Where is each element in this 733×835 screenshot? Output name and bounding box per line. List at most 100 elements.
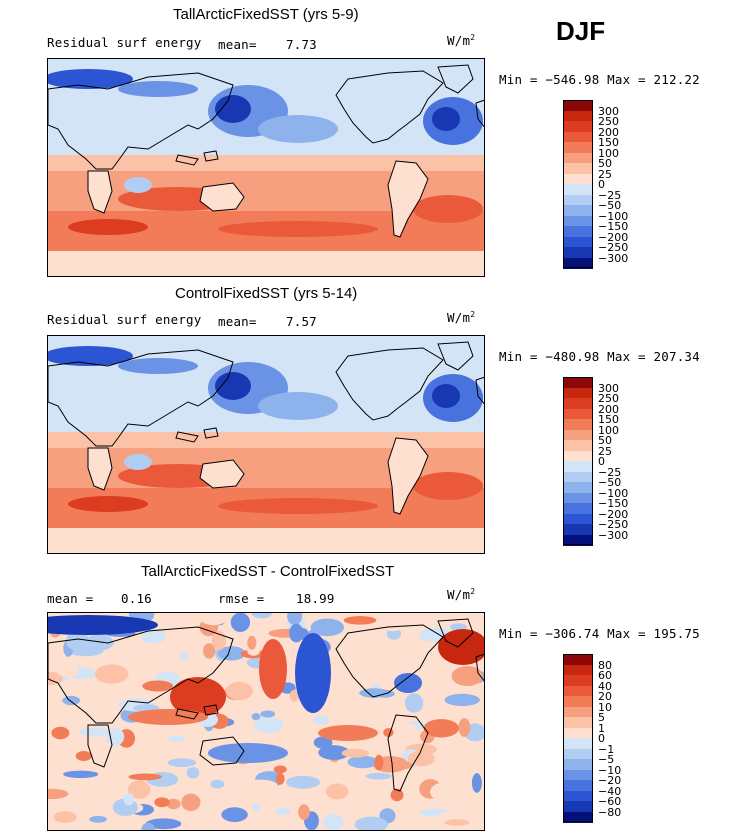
colorbar-tick-label: −200 [598,507,629,521]
antarctic-band [48,528,484,553]
colorbar-tick-label: −100 [598,486,629,500]
diff-speckle [289,689,300,702]
diff-speckle [181,816,212,830]
colorbar-swatch [563,513,593,525]
colorbar-swatch [563,194,593,206]
n-pacific-low [258,115,338,143]
coastline [475,376,484,405]
diff-speckle [217,646,246,661]
colorbar-swatch [563,236,593,248]
diff-speckle [167,758,197,768]
diff-speckle [230,613,251,632]
colorbar-tick-label: 20 [598,690,612,703]
panel1-map [47,58,485,277]
panel1-units: W/m2 [447,33,476,49]
panel3-map [47,612,485,831]
diff-speckle [390,788,404,802]
panel2-subtitle: Residual surf energy [47,312,202,327]
diff-speckle [341,748,370,758]
colorbar-tick-label: 100 [598,146,619,160]
antarctic-band [48,251,484,276]
diff-speckle [253,717,284,734]
colorbar-tick-label: 25 [598,444,612,458]
diff-speckle [128,773,162,781]
diff-speckle [141,822,155,830]
colorbar-swatch [563,811,593,823]
diff-speckle [247,635,257,650]
equator-band [48,432,484,448]
colorbar-swatch [563,215,593,227]
diff-speckle [404,693,424,713]
colorbar-tick-label: 250 [598,115,619,128]
colorbar-swatch [563,142,593,154]
colorbar-tick-label: 200 [598,402,619,416]
colorbar-tick-label: −200 [598,230,629,244]
sh-agulhas-high [68,219,148,235]
coastline [203,704,219,716]
colorbar-swatch [563,780,593,792]
coastline [87,170,113,214]
colorbar-swatch [563,131,593,143]
coastline [437,618,474,648]
diff-speckle [310,618,344,637]
panel3-title: TallArcticFixedSST - ControlFixedSST [141,563,395,580]
colorbar-swatch [563,387,593,399]
africa-land [88,171,112,213]
diff-speckle [168,735,186,743]
equator-band [48,155,484,171]
south-america-land [388,438,428,514]
diff-speckle [166,798,181,810]
diff-speckle [127,780,151,799]
colorbar-tick-label: 300 [598,381,619,395]
colorbar-swatch [563,706,593,718]
coastline [335,347,444,421]
diff-speckle [449,623,467,631]
colorbar-tick-label: −50 [598,476,622,489]
colorbar-swatch [563,184,593,196]
atlantic-diff-low [394,673,422,693]
diff-speckle [128,757,140,774]
s-atlantic-high [413,472,483,500]
coastline [387,437,429,515]
colorbar-swatch [563,205,593,217]
diff-speckle [402,724,419,744]
diff-speckle [63,770,99,778]
australia-land [200,460,244,488]
coastline [203,427,219,439]
siberia-low [118,358,198,374]
s-pacific-diff-low [208,743,288,763]
panel2-mean-label: mean= [218,314,257,329]
colorbar-tick-label: 50 [598,434,612,447]
diff-speckle [251,613,272,619]
colorbar-tick-label: 5 [598,711,605,724]
colorbar-tick-label: 250 [598,392,619,405]
colorbar-swatch [563,100,593,112]
coastline [335,70,444,144]
colorbar-tick-label: −300 [598,251,629,265]
diff-speckle [423,719,459,738]
diff-speckle [289,623,304,643]
coastline [48,72,234,170]
panel3-units: W/m2 [447,587,476,603]
diff-speckle [105,727,125,746]
colorbar-tick-label: −80 [598,805,622,819]
panel2-map [47,335,485,554]
diff-speckle [444,819,470,826]
sh-agulhas-high [68,496,148,512]
colorbar-tick-label: 40 [598,679,612,693]
diff-speckle [274,807,291,816]
diff-speckle [186,767,200,779]
africa-land [88,448,112,490]
colorbar-tick-label: 0 [598,455,605,468]
colorbar-swatch [563,429,593,441]
colorbar-tick-label: 60 [598,669,612,682]
colorbar-swatch [563,503,593,515]
colorbar-tick-label: 80 [598,658,612,672]
c-pacific-diff-low [295,633,331,713]
coastline [87,447,113,491]
madagascar-low [124,177,152,193]
panel1-subtitle: Residual surf energy [47,35,202,50]
colorbar-swatch [563,769,593,781]
diff-speckle [210,779,225,789]
diff-speckle [407,751,435,767]
